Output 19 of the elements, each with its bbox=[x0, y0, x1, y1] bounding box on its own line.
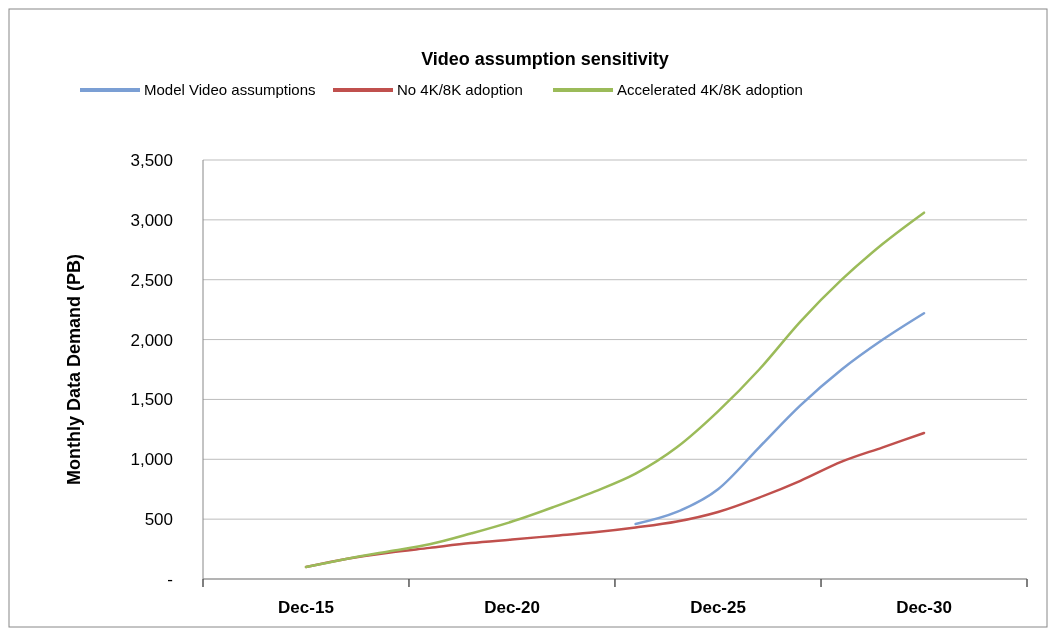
y-tick-label: 2,500 bbox=[130, 270, 173, 290]
x-tick-label: Dec-25 bbox=[690, 598, 746, 617]
x-tick-label: Dec-15 bbox=[278, 598, 334, 617]
x-tick-label: Dec-30 bbox=[896, 598, 952, 617]
y-tick-label: 3,500 bbox=[130, 150, 173, 170]
line-series bbox=[634, 311, 926, 526]
chart-title: Video assumption sensitivity bbox=[421, 49, 669, 69]
legend-label: No 4K/8K adoption bbox=[397, 81, 523, 99]
y-tick-label: 1,000 bbox=[130, 450, 173, 470]
y-tick-label: 500 bbox=[144, 510, 173, 530]
legend-label: Accelerated 4K/8K adoption bbox=[617, 81, 803, 99]
y-tick-label: 3,000 bbox=[130, 210, 173, 230]
y-axis-title: Monthly Data Demand (PB) bbox=[64, 253, 84, 486]
legend-label: Model Video assumptions bbox=[144, 81, 316, 99]
y-tick-label: 2,000 bbox=[130, 330, 173, 350]
y-tick-label: - bbox=[167, 569, 173, 589]
line-series bbox=[304, 211, 926, 569]
x-tick-label: Dec-20 bbox=[484, 598, 540, 617]
y-tick-label: 1,500 bbox=[130, 390, 173, 410]
